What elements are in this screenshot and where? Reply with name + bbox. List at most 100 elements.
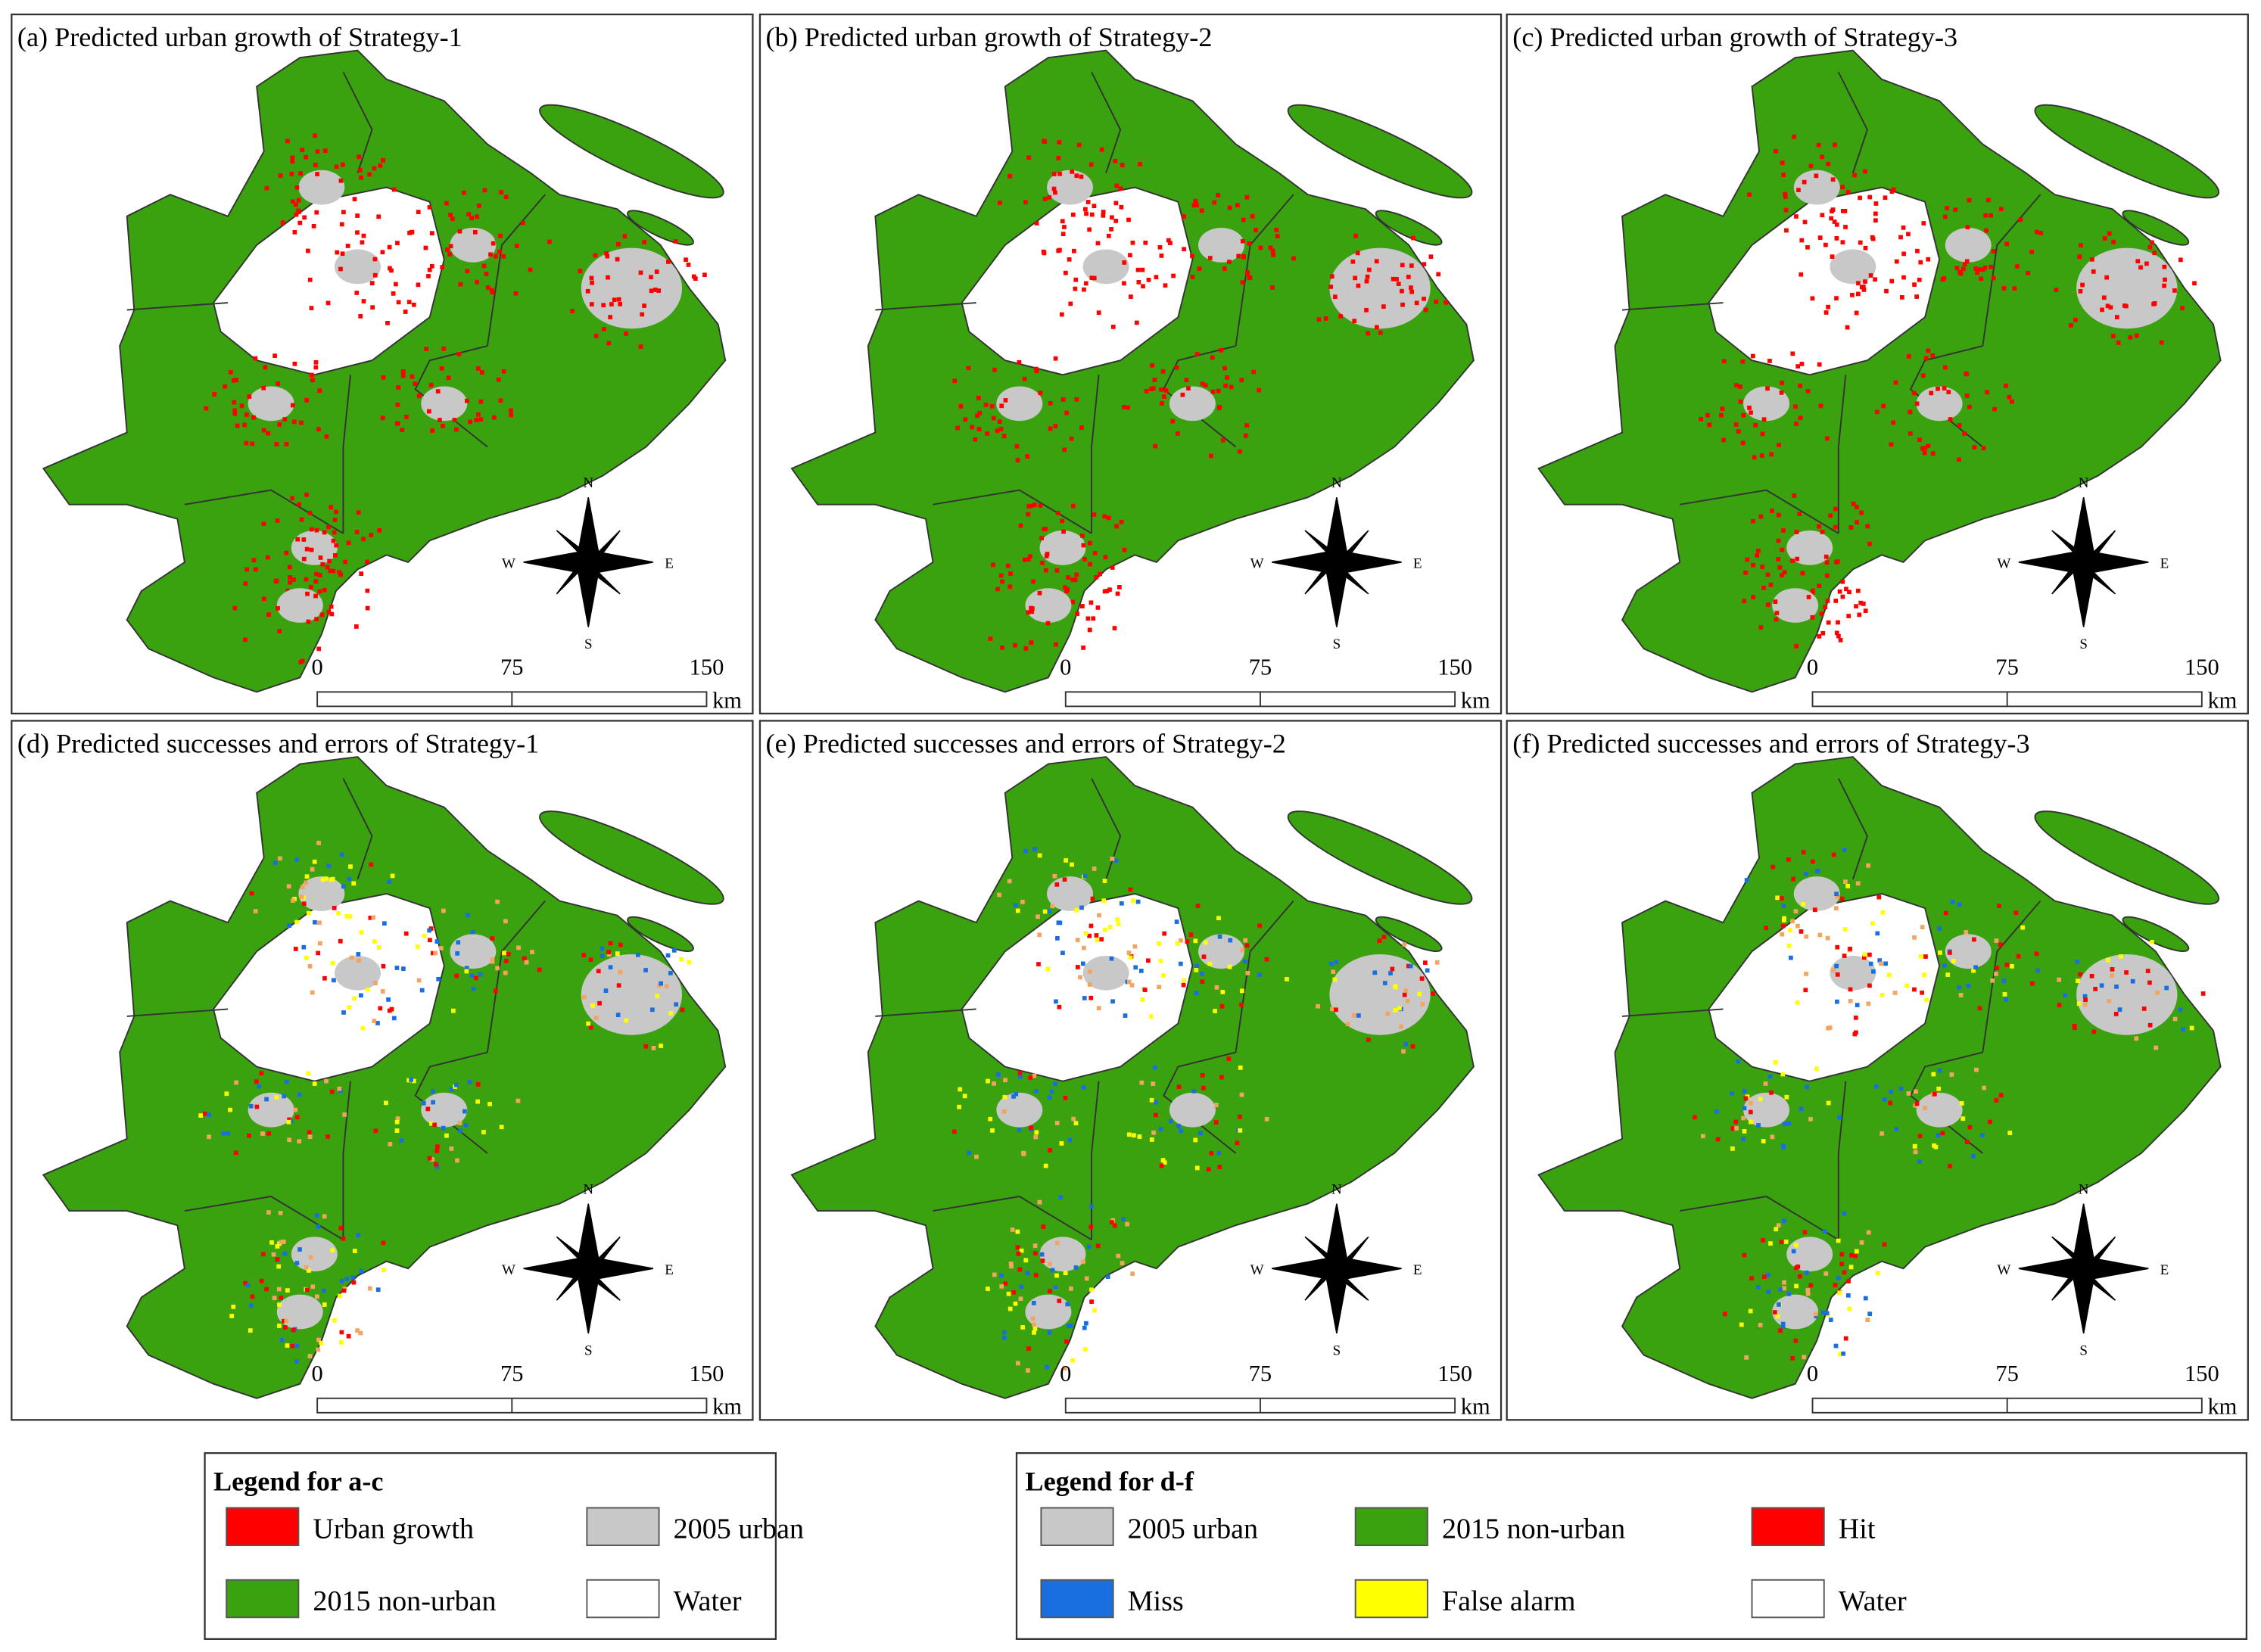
change-pixel bbox=[1992, 406, 1997, 412]
change-pixel bbox=[304, 546, 310, 552]
change-pixel bbox=[312, 1081, 317, 1086]
change-pixel bbox=[999, 403, 1004, 409]
change-pixel bbox=[1802, 1355, 1807, 1360]
change-pixel bbox=[387, 879, 392, 885]
change-pixel bbox=[1738, 399, 1743, 404]
change-pixel bbox=[297, 220, 303, 226]
change-pixel bbox=[999, 1283, 1004, 1289]
change-pixel bbox=[1856, 281, 1861, 286]
change-pixel bbox=[282, 1325, 288, 1330]
change-pixel bbox=[593, 253, 598, 258]
change-pixel bbox=[1082, 945, 1086, 950]
change-pixel bbox=[457, 229, 462, 234]
change-pixel bbox=[1071, 1116, 1076, 1122]
change-pixel bbox=[1926, 348, 1931, 353]
change-pixel bbox=[359, 993, 363, 998]
urban-2005 bbox=[1786, 1237, 1833, 1272]
change-pixel bbox=[1002, 1335, 1007, 1340]
change-pixel bbox=[289, 172, 294, 176]
change-pixel bbox=[341, 1236, 346, 1241]
change-pixel bbox=[1328, 961, 1334, 966]
change-pixel bbox=[273, 860, 278, 866]
change-pixel bbox=[372, 272, 378, 278]
change-pixel bbox=[1808, 1283, 1814, 1288]
change-pixel bbox=[1790, 558, 1795, 564]
change-pixel bbox=[1733, 1119, 1739, 1125]
change-pixel bbox=[1749, 1276, 1754, 1280]
change-pixel bbox=[1070, 862, 1074, 867]
change-pixel bbox=[1766, 1290, 1771, 1294]
change-pixel bbox=[410, 229, 415, 235]
change-pixel bbox=[1048, 1148, 1052, 1153]
change-pixel bbox=[530, 950, 534, 954]
change-pixel bbox=[243, 637, 248, 642]
change-pixel bbox=[1025, 454, 1030, 459]
change-pixel bbox=[1102, 879, 1107, 883]
change-pixel bbox=[1073, 277, 1079, 282]
change-pixel bbox=[243, 1280, 248, 1286]
change-pixel bbox=[307, 1268, 311, 1273]
change-pixel bbox=[335, 250, 340, 255]
change-pixel bbox=[454, 427, 459, 432]
map-panel: (b) Predicted urban growth of Strategy-2… bbox=[758, 13, 1503, 715]
change-pixel bbox=[2138, 265, 2143, 270]
change-pixel bbox=[1053, 1285, 1058, 1290]
change-pixel bbox=[1786, 1121, 1792, 1126]
change-pixel bbox=[1257, 972, 1262, 978]
change-pixel bbox=[274, 1095, 279, 1100]
change-pixel bbox=[300, 148, 305, 153]
change-pixel bbox=[1865, 1318, 1870, 1322]
compass-w: W bbox=[1997, 556, 2010, 572]
change-pixel bbox=[243, 581, 248, 586]
change-pixel bbox=[1216, 388, 1221, 394]
change-pixel bbox=[338, 1225, 344, 1230]
change-pixel bbox=[1084, 211, 1088, 216]
scale-unit: km bbox=[712, 687, 742, 713]
change-pixel bbox=[1236, 254, 1241, 259]
change-pixel bbox=[285, 138, 290, 144]
change-pixel bbox=[1423, 960, 1428, 965]
change-pixel bbox=[1828, 513, 1833, 518]
change-pixel bbox=[1879, 992, 1885, 997]
change-pixel bbox=[1095, 938, 1100, 943]
change-pixel bbox=[1240, 238, 1245, 244]
change-pixel bbox=[1117, 585, 1122, 590]
change-pixel bbox=[386, 997, 391, 1002]
change-pixel bbox=[1194, 1165, 1200, 1171]
change-pixel bbox=[304, 577, 309, 582]
change-pixel bbox=[1892, 991, 1898, 995]
change-pixel bbox=[396, 300, 401, 305]
change-pixel bbox=[1794, 422, 1799, 426]
change-pixel bbox=[1995, 966, 2000, 971]
change-pixel bbox=[2034, 951, 2039, 957]
change-pixel bbox=[1045, 1364, 1049, 1370]
change-pixel bbox=[1818, 403, 1823, 409]
change-pixel bbox=[369, 281, 375, 286]
urban-2005 bbox=[1786, 530, 1833, 565]
change-pixel bbox=[319, 1340, 324, 1346]
change-pixel bbox=[1730, 1126, 1736, 1131]
change-pixel bbox=[1799, 1106, 1804, 1112]
change-pixel bbox=[338, 1339, 344, 1345]
change-pixel bbox=[344, 1276, 350, 1281]
change-pixel bbox=[1747, 192, 1752, 198]
change-pixel bbox=[1824, 573, 1830, 578]
change-pixel bbox=[1833, 524, 1838, 530]
change-pixel bbox=[1877, 958, 1883, 963]
change-pixel bbox=[1101, 213, 1106, 218]
change-pixel bbox=[373, 1128, 378, 1134]
change-pixel bbox=[2016, 954, 2021, 959]
change-pixel bbox=[248, 1303, 254, 1308]
change-pixel bbox=[1693, 1115, 1697, 1120]
change-pixel bbox=[1744, 1355, 1749, 1360]
change-pixel bbox=[491, 241, 496, 246]
change-pixel bbox=[1033, 1134, 1039, 1140]
change-pixel bbox=[1353, 233, 1358, 238]
change-pixel bbox=[1136, 280, 1141, 285]
change-pixel bbox=[1113, 201, 1119, 206]
islet bbox=[627, 210, 694, 246]
change-pixel bbox=[1774, 611, 1780, 615]
change-pixel bbox=[1158, 958, 1163, 963]
